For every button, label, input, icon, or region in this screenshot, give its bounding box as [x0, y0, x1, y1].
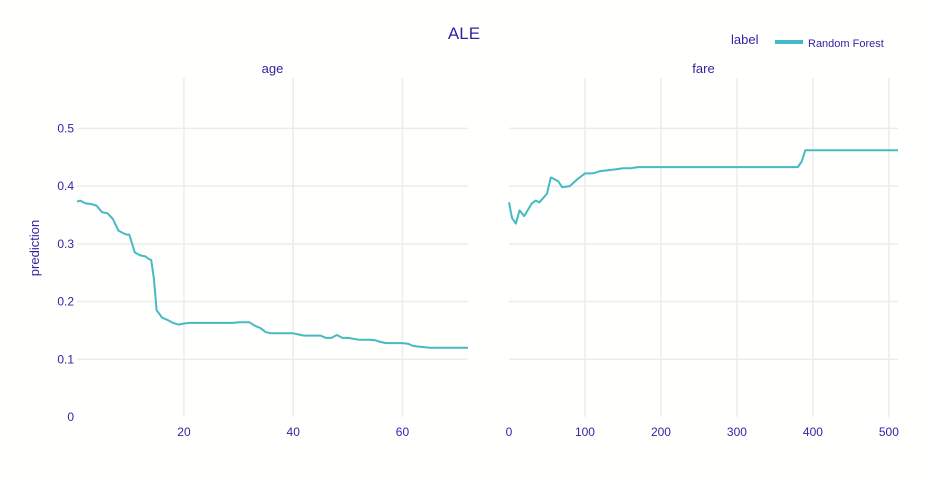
legend-label-random-forest: Random Forest: [808, 38, 884, 50]
x-tick-label: 0: [506, 425, 513, 439]
x-tick-label: 40: [287, 425, 301, 439]
chart-title: ALE: [448, 24, 480, 43]
legend-title: label: [731, 32, 759, 47]
series-line-age: [76, 199, 468, 349]
panel-age: 20 40 60 age: [76, 61, 469, 439]
facet-label-fare: fare: [692, 61, 714, 76]
x-tick-label: 60: [396, 425, 410, 439]
y-tick-label: 0.3: [57, 237, 74, 251]
x-tick-label: 500: [879, 425, 899, 439]
x-tick-label: 200: [651, 425, 671, 439]
y-tick-label: 0.2: [57, 295, 74, 309]
y-tick-label: 0.1: [57, 352, 74, 366]
panels-layer: 0 0.1 0.2 0.3 0.4 0.5 20 40 60 age 0 100 200 300 400 50…: [57, 61, 899, 439]
legend[interactable]: label Random Forest: [731, 32, 884, 50]
facet-label-age: age: [262, 61, 284, 76]
y-tick-label: 0: [67, 410, 74, 424]
panel-fare: 0 100 200 300 400 500 fare: [506, 61, 900, 439]
x-tick-label: 300: [727, 425, 747, 439]
x-tick-label: 100: [575, 425, 595, 439]
y-tick-label: 0.5: [57, 121, 74, 135]
x-tick-label: 400: [803, 425, 823, 439]
x-tick-label: 20: [177, 425, 191, 439]
series-line-fare: [508, 149, 898, 225]
y-tick-label: 0.4: [57, 179, 74, 193]
y-axis-title: prediction: [27, 220, 42, 276]
